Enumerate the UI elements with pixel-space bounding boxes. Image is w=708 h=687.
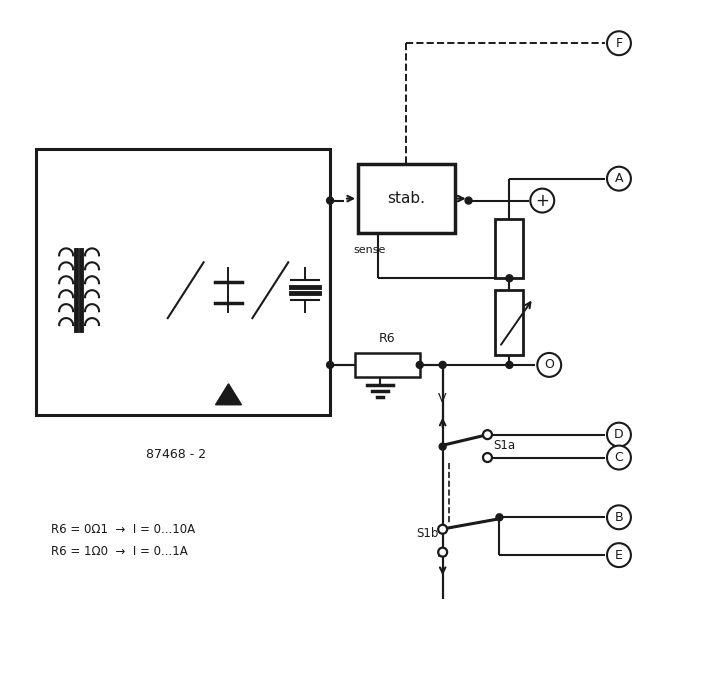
Circle shape [607, 506, 631, 529]
Text: sense: sense [353, 245, 385, 256]
Text: B: B [615, 511, 623, 523]
Bar [355, 353, 420, 377]
Text: +: + [535, 192, 549, 210]
Circle shape [506, 275, 513, 282]
Text: 87468 - 2: 87468 - 2 [146, 448, 206, 461]
Circle shape [439, 361, 446, 368]
Circle shape [530, 189, 554, 212]
Circle shape [496, 514, 503, 521]
Circle shape [607, 32, 631, 55]
Circle shape [439, 443, 446, 450]
Circle shape [506, 361, 513, 368]
Text: stab.: stab. [387, 191, 425, 206]
Text: F: F [615, 36, 622, 49]
Circle shape [438, 548, 447, 556]
Bar [358, 164, 455, 234]
Text: R6 = 0Ω1  →  I = 0...10A: R6 = 0Ω1 → I = 0...10A [51, 523, 195, 536]
Circle shape [416, 361, 423, 368]
Circle shape [607, 423, 631, 447]
Circle shape [607, 167, 631, 190]
Circle shape [483, 430, 492, 439]
Polygon shape [215, 384, 241, 405]
Text: S1a: S1a [493, 439, 515, 452]
Text: R6 = 1Ω0  →  I = 0...1A: R6 = 1Ω0 → I = 0...1A [51, 545, 188, 558]
Text: O: O [544, 359, 554, 372]
Circle shape [326, 197, 333, 204]
Text: S1b: S1b [416, 527, 439, 540]
Bar [496, 290, 523, 355]
Circle shape [483, 453, 492, 462]
Text: V: V [438, 392, 447, 405]
Circle shape [465, 197, 472, 204]
Circle shape [438, 525, 447, 534]
Text: D: D [614, 428, 624, 441]
Bar [36, 149, 330, 415]
Circle shape [537, 353, 561, 377]
Text: E: E [615, 549, 623, 562]
Text: C: C [615, 451, 623, 464]
Circle shape [326, 361, 333, 368]
Text: A: A [615, 172, 623, 185]
Circle shape [607, 543, 631, 567]
Text: A: A [438, 547, 447, 560]
Text: R6: R6 [379, 332, 395, 345]
Circle shape [607, 446, 631, 469]
Bar [496, 218, 523, 278]
